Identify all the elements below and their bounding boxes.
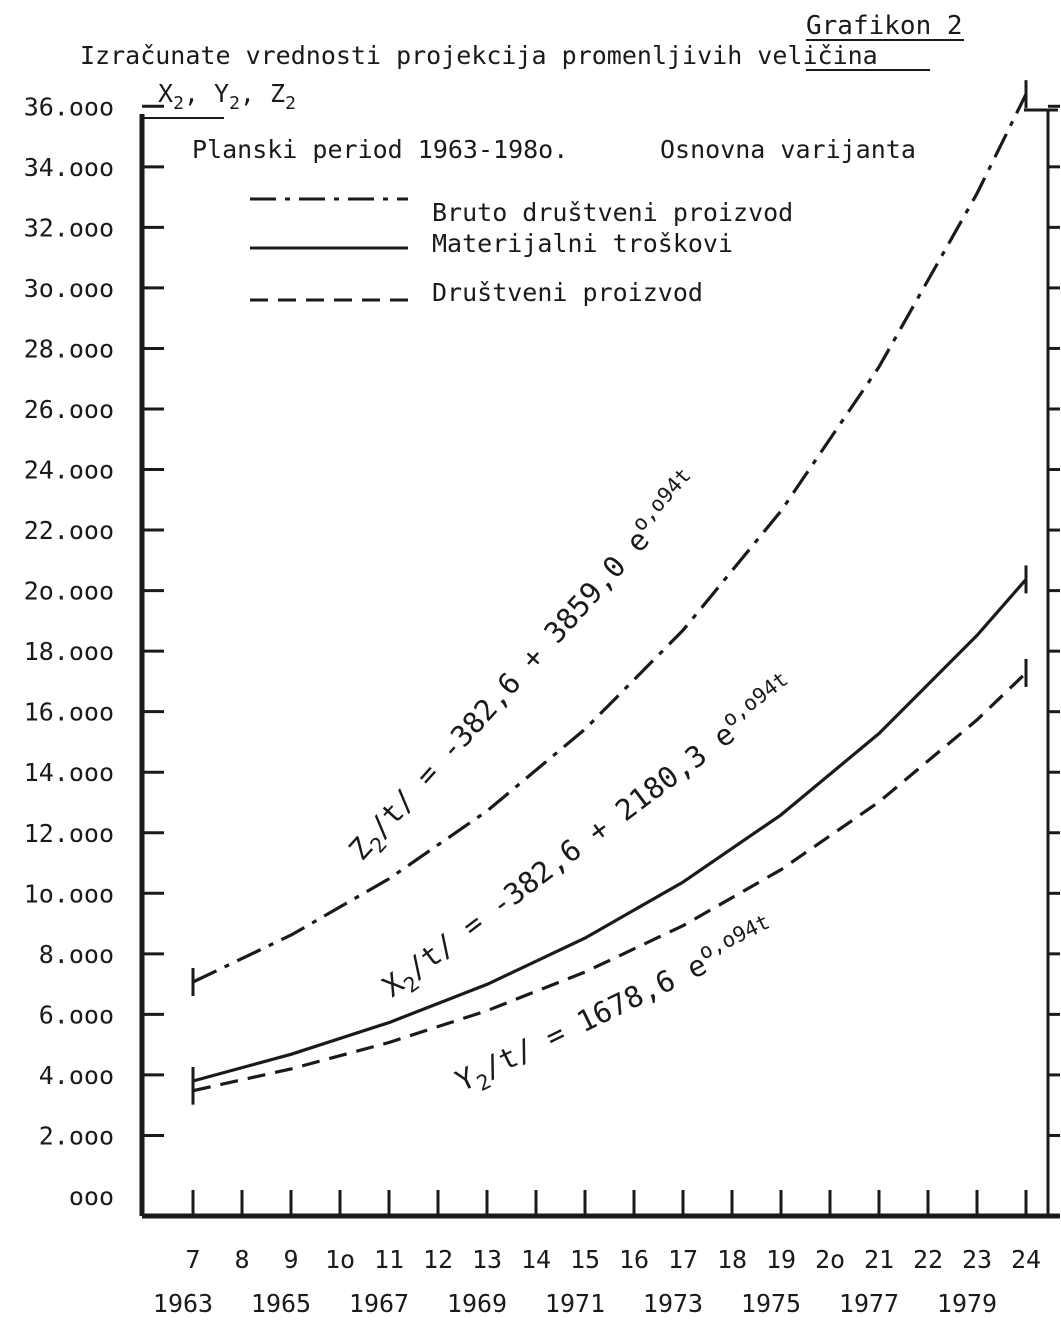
x-tick-label-t: 17 — [668, 1245, 698, 1274]
formula-x2: X2/t/ = -382,6 + 2180,3 eo,o94t — [373, 667, 805, 1008]
subtitle-left: Planski period 1963-198o. — [192, 135, 568, 164]
x-tick-label-year: 1965 — [251, 1289, 311, 1318]
chart-label: Grafikon 2 — [806, 11, 963, 41]
x-tick-label-year: 1963 — [153, 1289, 213, 1318]
x-tick-label-year: 1969 — [447, 1289, 507, 1318]
x-tick-label-t: 2o — [815, 1245, 845, 1274]
x-tick-label-year: 1973 — [643, 1289, 703, 1318]
y-tick-label: 24.ooo — [24, 456, 114, 485]
x-tick-label-t: 9 — [283, 1245, 298, 1274]
x-tick-label-year: 1971 — [545, 1289, 605, 1318]
var-y: Y — [214, 79, 229, 108]
series-bruto-drustveni-proizvod — [192, 93, 1028, 984]
y-tick-label: 8.ooo — [39, 940, 114, 969]
chart-title: Izračunate vrednosti projekcija promenlj… — [80, 41, 878, 70]
x-tick-label-year: 1977 — [839, 1289, 899, 1318]
legend-label-drustveni: Društveni proizvod — [432, 278, 703, 307]
y-tick-label: 16.ooo — [24, 698, 114, 727]
formula-z2: Z2/t/ = -382,6 + 3859,0 eo,o94t — [338, 463, 711, 870]
y-tick-label: 14.ooo — [24, 758, 114, 787]
x-tick-label-t: 24 — [1011, 1245, 1041, 1274]
y-tick-label: ooo — [69, 1182, 114, 1211]
legend: Bruto društveni proizvod Materijalni tro… — [250, 197, 793, 307]
y-tick-label: 1o.ooo — [24, 879, 114, 908]
y-tick-label: 12.ooo — [24, 819, 114, 848]
y-tick-label: 26.ooo — [24, 395, 114, 424]
x-tick-label-t: 22 — [913, 1245, 943, 1274]
formula-x2-exp: o,o94t — [718, 667, 793, 732]
x-tick-label-t: 12 — [423, 1245, 453, 1274]
y-tick-label: 4.ooo — [39, 1061, 114, 1090]
y-tick-label: 28.ooo — [24, 334, 114, 363]
var-sep-1: , — [184, 79, 214, 108]
x-tick-label-t: 13 — [472, 1245, 502, 1274]
formula-z2-rest: /t/ = -382,6 + 3859,0 e — [362, 523, 656, 844]
x-tick-label-t: 21 — [864, 1245, 894, 1274]
subtitle-right: Osnovna varijanta — [660, 135, 916, 164]
x-tick-label-t: 16 — [619, 1245, 649, 1274]
var-z: Z — [270, 79, 285, 108]
series-drustveni-proizvod — [192, 671, 1028, 1093]
x-tick-label-year: 1967 — [349, 1289, 409, 1318]
y-tick-label: 36.ooo — [24, 92, 114, 121]
x-tick-label-year: 1979 — [937, 1289, 997, 1318]
y-tick-label: 32.ooo — [24, 213, 114, 242]
var-x-sub: 2 — [173, 93, 184, 114]
y-tick-label: 18.ooo — [24, 637, 114, 666]
x-tick-label-t: 23 — [962, 1245, 992, 1274]
y-tick-label: 34.ooo — [24, 153, 114, 182]
x-tick-label-t: 15 — [570, 1245, 600, 1274]
x-tick-label-t: 11 — [374, 1245, 404, 1274]
y-tick-label: 22.ooo — [24, 516, 114, 545]
formula-y2-exp: o,o94t — [695, 910, 774, 965]
series-materijalni-troskovi — [192, 578, 1028, 1083]
x-tick-label-t: 14 — [521, 1245, 551, 1274]
formula-z2-exp: o,o94t — [627, 463, 696, 535]
x-tick-label-t: 7 — [185, 1245, 200, 1274]
var-z-sub: 2 — [285, 93, 296, 114]
y-tick-label: 2o.ooo — [24, 577, 114, 606]
x-tick-label-t: 1o — [325, 1245, 355, 1274]
var-x: X — [158, 79, 173, 108]
x-tick-label-t: 8 — [234, 1245, 249, 1274]
x-tick-label-year: 1975 — [741, 1289, 801, 1318]
var-y-sub: 2 — [229, 93, 240, 114]
y-tick-label: 3o.ooo — [24, 274, 114, 303]
legend-label-bruto: Bruto društveni proizvod — [432, 198, 793, 227]
variables-label: X2, Y2, Z2 — [158, 79, 296, 114]
y-tick-label: 6.ooo — [39, 1000, 114, 1029]
legend-label-materijalni: Materijalni troškovi — [432, 229, 733, 258]
var-sep-2: , — [240, 79, 270, 108]
x-tick-label-t: 18 — [717, 1245, 747, 1274]
x-tick-label-t: 19 — [766, 1245, 796, 1274]
y-tick-label: 2.ooo — [39, 1121, 114, 1150]
